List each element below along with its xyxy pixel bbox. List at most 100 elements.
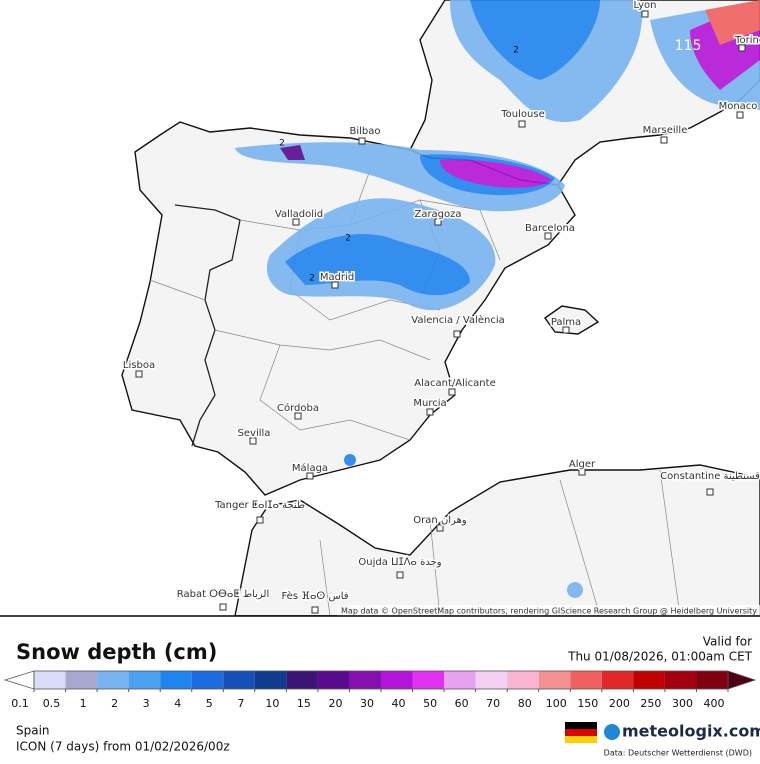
attribution-bg — [337, 605, 760, 616]
colorbar-tick-label: 0.1 — [11, 697, 29, 710]
city-label: Monaco — [719, 101, 758, 112]
colorbar-tick-label: 250 — [640, 697, 661, 710]
colorbar-segment — [317, 671, 350, 689]
city-label: Madrid — [320, 272, 354, 283]
snow-area — [705, 0, 760, 45]
city-label: Lisboa — [123, 360, 155, 371]
city-marker — [436, 524, 444, 532]
city-marker — [562, 326, 570, 334]
colorbar-segment — [444, 671, 476, 689]
city-label: Marseille — [643, 125, 688, 136]
iberia — [121, 121, 576, 496]
snow-area — [470, 0, 600, 80]
city-label: Córdoba — [277, 402, 319, 414]
attribution: Map data © OpenStreetMap contributors, r… — [341, 607, 757, 616]
colorbar-tick-label: 400 — [704, 697, 725, 710]
colorbar-tick-label: 10 — [265, 697, 279, 710]
city-label: Barcelona — [525, 223, 575, 234]
flag — [565, 722, 597, 743]
city-label: Murcia — [413, 398, 446, 409]
city-label: Valencia / València — [411, 314, 504, 326]
colorbar-segment — [507, 671, 539, 689]
flag-stripe — [565, 729, 597, 736]
snow-cover — [235, 0, 760, 598]
contour-label: 2 — [279, 139, 285, 149]
colorbar-segment — [601, 671, 634, 689]
city-label: Torino — [734, 35, 760, 46]
colorbar-segment — [97, 671, 129, 689]
city-label: Zaragoza — [414, 209, 461, 220]
colorbar-segment — [664, 671, 697, 689]
colorbar-tick-label: 3 — [143, 697, 150, 710]
snow-area — [285, 233, 470, 296]
colorbar-tick-label: 150 — [577, 697, 598, 710]
colorbar-tick-label: 1 — [80, 697, 87, 710]
city-label: Sevilla — [238, 428, 271, 439]
colorbar-tick-label: 0.5 — [43, 697, 61, 710]
snow-area — [344, 454, 356, 466]
city-label: Constantine قسنطينة — [660, 471, 760, 482]
city-label: Fès ⴼⴰⵙ فاس — [281, 590, 348, 602]
city-marker — [396, 571, 404, 579]
city-marker — [426, 408, 434, 416]
city-marker — [738, 44, 746, 52]
colorbar-segment — [412, 671, 445, 689]
city-marker — [331, 281, 339, 289]
colorbar-segment — [286, 671, 318, 689]
snow-area — [567, 582, 583, 598]
colorbar-segment — [381, 671, 413, 689]
city-label: Bilbao — [349, 126, 380, 137]
city-label: Oujda ⵡⵊⴷⴰ وجدة — [358, 557, 441, 568]
city-label: Rabat ⵔⴱⴰⵟ الرباط — [177, 589, 269, 600]
city-label: Lyon — [633, 0, 656, 11]
colorbar-segment — [696, 671, 728, 689]
colorbar-tick-label: 30 — [360, 697, 374, 710]
colorbar: 0.1 0.5 1 2 3 4 5 7 10 15 20 30 40 50 60 70 80 100 150 200 2… — [3, 670, 757, 710]
city-label: Toulouse — [500, 109, 544, 120]
colorbar-segment — [34, 671, 66, 689]
city-marker — [306, 472, 314, 480]
colorbar-tick-label: 20 — [328, 697, 342, 710]
city-marker — [448, 388, 456, 396]
city-marker — [578, 468, 586, 476]
city-marker — [544, 232, 552, 240]
city-marker — [294, 412, 302, 420]
city-label: Alacant/Alicante — [414, 378, 495, 389]
brand[interactable]: meteologix.com — [622, 722, 760, 741]
colorbar-tick-label: 4 — [174, 697, 181, 710]
contour-label: 2 — [309, 274, 315, 284]
colorbar-tick-label: 200 — [609, 697, 630, 710]
colorbar-segment — [633, 671, 665, 689]
city-marker — [358, 137, 366, 145]
city-marker — [219, 603, 227, 611]
valid-time: Thu 01/08/2026, 01:00am CET — [567, 650, 753, 664]
city-marker — [453, 330, 461, 338]
colorbar-segment — [65, 671, 98, 689]
colorbar-tick-label: 80 — [518, 697, 532, 710]
map: Lyon Torino Monaco Toulouse Marseille Bilbao V… — [121, 0, 760, 616]
colorbar-tick-label: 70 — [486, 697, 500, 710]
colorbar-segment — [223, 671, 255, 689]
colorbar-segment — [475, 671, 508, 689]
snow-area — [440, 159, 552, 188]
north-africa — [234, 464, 760, 616]
colorbar-over — [727, 670, 757, 690]
colorbar-tick-label: 2 — [111, 697, 118, 710]
snow-area — [280, 145, 305, 160]
city-label: Alger — [569, 459, 596, 470]
colorbar-segment — [254, 671, 287, 689]
colorbar-tick-label: 5 — [206, 697, 213, 710]
city-marker — [641, 10, 649, 18]
mallorca — [544, 305, 600, 335]
colorbar-tick-label: 300 — [672, 697, 693, 710]
contour-label: 115 — [675, 38, 702, 54]
city-marker — [135, 370, 143, 378]
colorbar-segment — [191, 671, 224, 689]
colorbar-under — [3, 670, 35, 690]
colorbar-tick-label: 40 — [392, 697, 406, 710]
city-label: Málaga — [292, 462, 328, 474]
data-source: Data: Deutscher Wetterdienst (DWD) — [604, 749, 752, 758]
city-marker — [256, 516, 264, 524]
colorbar-tick-label: 100 — [546, 697, 567, 710]
